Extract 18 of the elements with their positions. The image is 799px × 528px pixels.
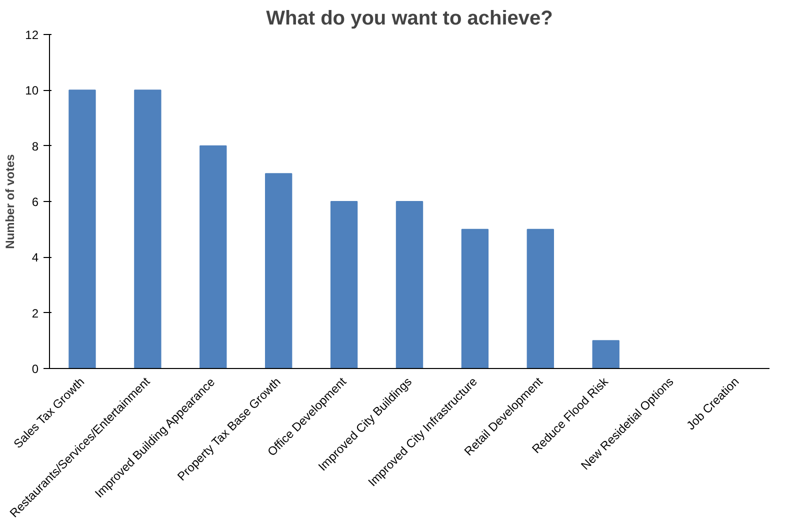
- bar: [330, 201, 358, 368]
- y-tick-label: 6: [32, 195, 39, 209]
- y-tick-label: 2: [32, 306, 39, 320]
- chart-title: What do you want to achieve?: [266, 8, 553, 30]
- bar: [68, 90, 96, 368]
- y-tick-label: 8: [32, 139, 39, 154]
- y-tick-label: 10: [25, 84, 39, 98]
- y-tick-label: 0: [32, 362, 39, 376]
- bar: [461, 228, 489, 368]
- y-tick-label: 4: [32, 250, 39, 265]
- y-tick-label: 12: [25, 28, 39, 42]
- bar: [526, 228, 554, 368]
- bar: [265, 173, 292, 368]
- y-axis-title: Number of votes: [3, 154, 18, 249]
- bar: [592, 340, 620, 368]
- bar: [134, 90, 162, 368]
- bar: [396, 201, 424, 368]
- bar: [200, 145, 227, 368]
